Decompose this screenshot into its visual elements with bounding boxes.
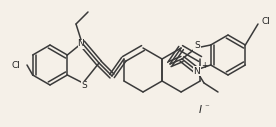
Text: I: I bbox=[198, 105, 201, 115]
Text: Cl: Cl bbox=[261, 18, 270, 27]
Text: N: N bbox=[194, 67, 200, 75]
Text: Cl: Cl bbox=[12, 60, 21, 69]
Text: +: + bbox=[201, 60, 207, 69]
Text: S: S bbox=[81, 81, 87, 90]
Text: N: N bbox=[78, 39, 84, 49]
Text: ⁻: ⁻ bbox=[205, 104, 209, 113]
Text: S: S bbox=[194, 42, 200, 51]
